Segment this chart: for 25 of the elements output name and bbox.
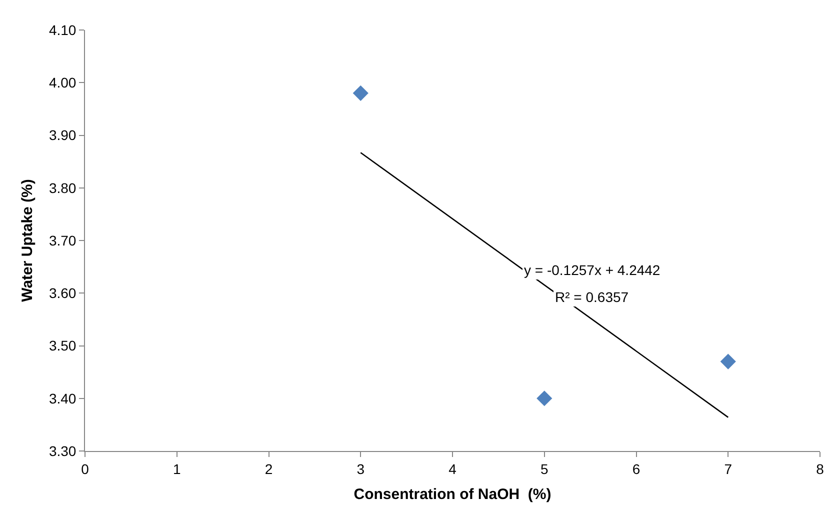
- point: [536, 390, 552, 406]
- x-tick-label: 3: [356, 460, 365, 477]
- y-tick-label: 3.90: [48, 127, 76, 144]
- y-tick-label: 3.50: [48, 338, 76, 354]
- y-tick-label: 4.10: [48, 22, 76, 38]
- x-tick-label: 7: [724, 460, 732, 477]
- x-tick-label: 6: [632, 460, 640, 477]
- x-tick-label: 4: [448, 460, 457, 477]
- x-tick-label: 2: [264, 460, 273, 477]
- y-axis-title: Water Uptake (%): [19, 179, 36, 302]
- annotation: R² = 0.6357: [555, 289, 629, 305]
- y-tick-label: 3.30: [48, 442, 76, 459]
- x-tick-label: 5: [540, 460, 548, 477]
- y-tick-label: 3.40: [48, 390, 76, 406]
- x-axis-title: Consentration of NaOH (%): [354, 486, 552, 503]
- x-tick-label: 0: [81, 460, 90, 477]
- annotation: y = -0.1257x + 4.2442: [524, 262, 660, 278]
- y-tick-label: 3.70: [48, 232, 76, 248]
- y-tick-label: 3.80: [48, 180, 76, 196]
- point: [352, 85, 368, 101]
- x-tick-label: 1: [172, 460, 181, 477]
- x-tick-label: 8: [816, 460, 824, 477]
- point: [720, 354, 736, 370]
- y-tick-label: 3.60: [48, 285, 76, 302]
- y-tick-label: 4.00: [48, 74, 76, 91]
